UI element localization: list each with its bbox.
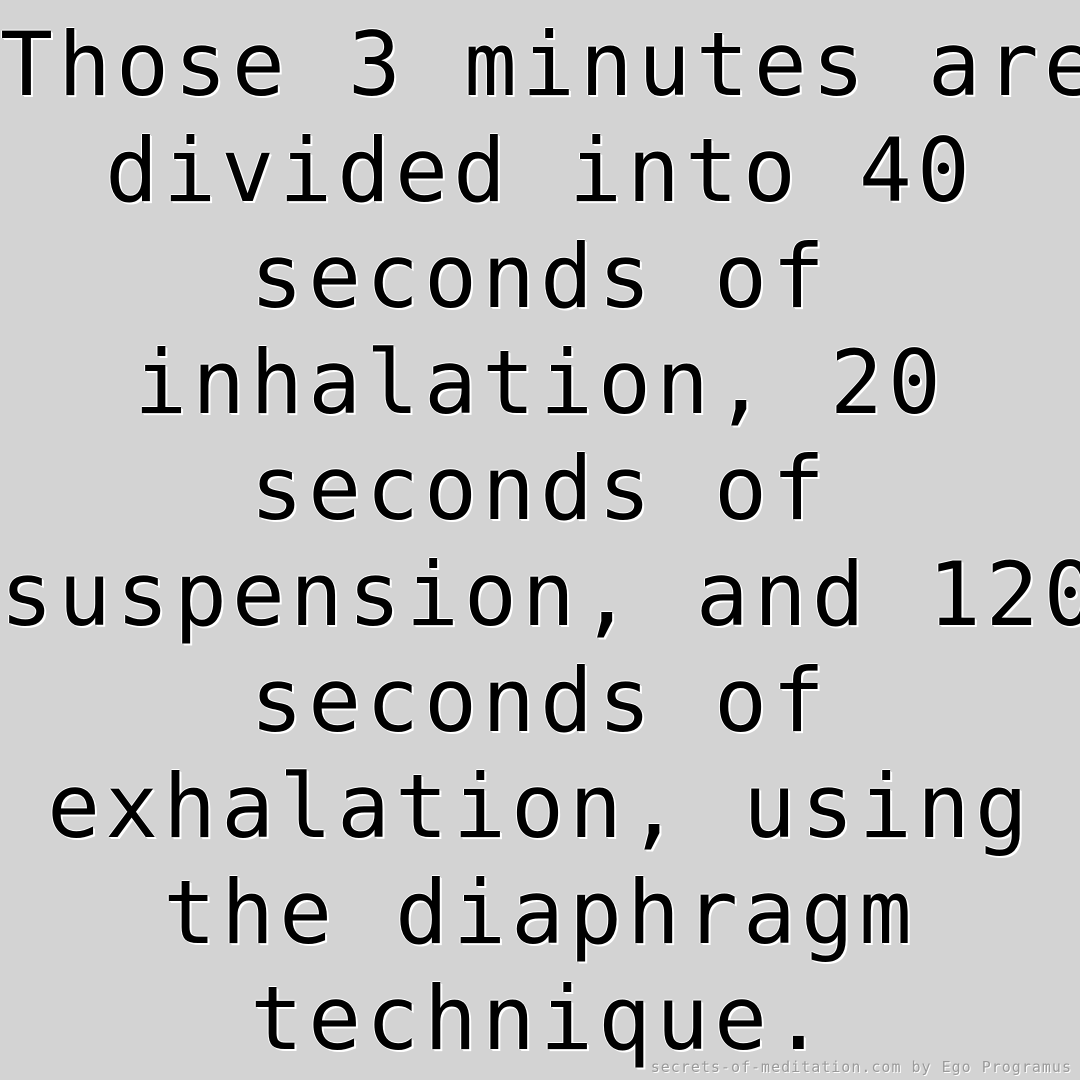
credit-watermark: secrets-of-meditation.com by Ego Program… (650, 1058, 1072, 1076)
quote-text: Those 3 minutes are divided into 40 seco… (0, 12, 1080, 1072)
quote-line-5: seconds of (250, 437, 830, 540)
quote-line-3: seconds of (250, 225, 830, 328)
quote-line-4: inhalation, 20 (134, 331, 946, 434)
quote-line-1: Those 3 minutes are (0, 13, 1080, 116)
quote-line-7: seconds of (250, 649, 830, 752)
quote-line-8: exhalation, using (47, 755, 1033, 858)
quote-line-2: divided into 40 (105, 119, 975, 222)
quote-line-9: the diaphragm (163, 861, 917, 964)
quote-line-6: suspension, and 120 (0, 543, 1080, 646)
quote-line-10: technique. (250, 967, 830, 1070)
